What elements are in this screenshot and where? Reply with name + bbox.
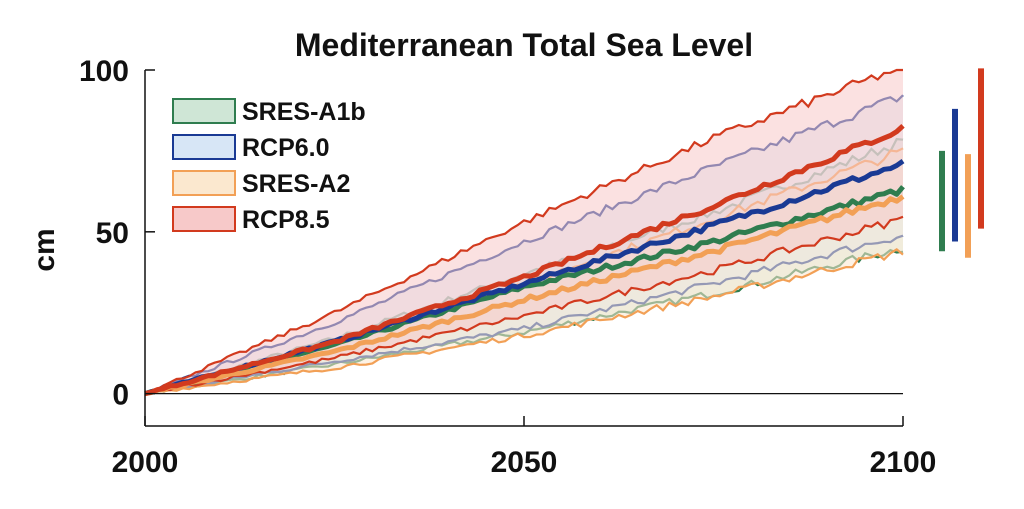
band-sres-a2 (145, 148, 903, 394)
median-line-rcp8-5 (144, 123, 905, 397)
axes: 2000 2050 2100 0 50 100 (79, 55, 936, 479)
median-line-sres-a2 (144, 194, 905, 397)
legend-label-sres-a1b: SRES-A1b (242, 98, 366, 126)
plot-area (144, 68, 905, 397)
y-tick-label-50: 50 (96, 217, 129, 250)
legend-swatch-rcp8-5 (172, 206, 236, 232)
lower-line-rcp8-5 (144, 215, 904, 395)
legend-swatch-sres-a1b (172, 98, 236, 124)
lower-line-sres-a2 (144, 248, 904, 395)
y-axis-label: cm (28, 228, 61, 271)
y-tick-label-0: 0 (112, 379, 129, 412)
y-tick-label-100: 100 (79, 55, 129, 88)
legend-label-rcp6-0: RCP6.0 (242, 134, 330, 162)
x-tick-label-2050: 2050 (491, 446, 558, 479)
legend-swatch-sres-a2 (172, 170, 236, 196)
x-tick-label-2100: 2100 (870, 446, 937, 479)
legend: SRES-A1b RCP6.0 SRES-A2 RCP8.5 (172, 98, 366, 234)
legend-label-rcp8-5: RCP8.5 (242, 206, 330, 234)
legend-swatch-rcp6-0 (172, 134, 236, 160)
upper-line-rcp8-5 (144, 68, 903, 395)
x-tick-label-2000: 2000 (112, 446, 179, 479)
chart-title: Mediterranean Total Sea Level (295, 27, 753, 63)
range-bars (939, 68, 984, 258)
band-rcp8-5 (145, 70, 903, 394)
legend-label-sres-a2: SRES-A2 (242, 170, 350, 198)
